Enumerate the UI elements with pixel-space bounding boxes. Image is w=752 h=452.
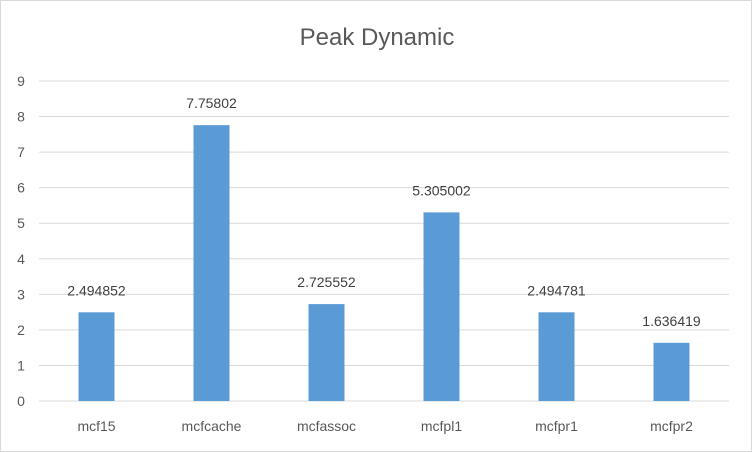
data-label: 7.75802 <box>186 95 237 111</box>
x-axis-ticks: mcf15 mcfcache mcfassoc mcfpl1 mcfpr1 mcfpr2 <box>77 418 693 434</box>
bar-mcfpr1 <box>538 312 575 401</box>
y-tick-label: 8 <box>17 109 25 125</box>
y-tick-label: 6 <box>17 180 25 196</box>
chart-title: Peak Dynamic <box>300 24 455 51</box>
bars <box>78 125 690 401</box>
x-tick-label: mcfassoc <box>297 418 356 434</box>
x-tick-label: mcfpr1 <box>535 418 578 434</box>
bar-mcfassoc <box>308 304 345 401</box>
y-axis-ticks: 0 1 2 3 4 5 6 7 8 9 <box>17 73 25 409</box>
y-tick-label: 9 <box>17 73 25 89</box>
data-label: 5.305002 <box>412 182 471 198</box>
gridlines <box>39 80 729 402</box>
y-tick-label: 3 <box>17 286 25 302</box>
bar-mcfpl1 <box>423 212 460 401</box>
y-tick-label: 0 <box>17 393 25 409</box>
data-label: 2.494852 <box>67 282 126 298</box>
y-tick-label: 7 <box>17 144 25 160</box>
y-tick-label: 4 <box>17 251 25 267</box>
bar-mcf15 <box>78 312 115 401</box>
bar-mcfcache <box>193 125 230 401</box>
y-tick-label: 2 <box>17 322 25 338</box>
y-tick-label: 1 <box>17 357 25 373</box>
x-tick-label: mcfpl1 <box>421 418 462 434</box>
y-tick-label: 5 <box>17 215 25 231</box>
x-tick-label: mcfcache <box>182 418 242 434</box>
data-label: 2.725552 <box>297 274 356 290</box>
data-label: 1.636419 <box>642 313 701 329</box>
data-labels: 2.494852 7.75802 2.725552 5.305002 2.494781 1… <box>67 95 701 329</box>
x-tick-label: mcf15 <box>77 418 115 434</box>
data-label: 2.494781 <box>527 282 586 298</box>
bar-mcfpr2 <box>653 342 690 401</box>
x-tick-label: mcfpr2 <box>650 418 693 434</box>
